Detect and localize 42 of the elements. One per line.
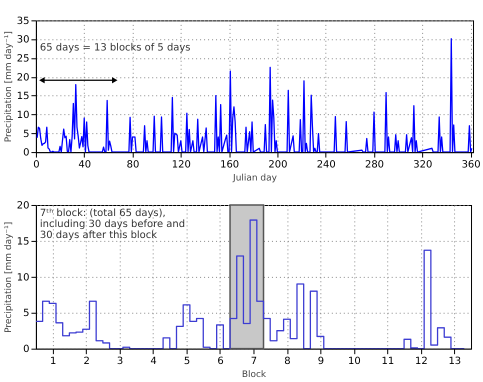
- x-tick-label: 200: [268, 160, 288, 171]
- x-tick-label: 11: [382, 356, 394, 368]
- y-axis-title: Precipitation [mm day⁻¹]: [4, 222, 14, 333]
- y-tick-label: 10: [16, 272, 30, 284]
- x-axis-title: Julian day: [232, 174, 278, 184]
- y-tick-label: 10: [16, 110, 30, 121]
- x-tick-label: 0: [33, 160, 40, 171]
- x-tick-label: 6: [217, 356, 224, 368]
- y-axis-title: Precipitation [mm day⁻¹]: [4, 31, 14, 142]
- y-tick-label: 35: [16, 16, 30, 27]
- x-tick-label: 13: [448, 356, 462, 368]
- annotation: 7ᵗʰ block: (total 65 days), including 30 days before and 30 days after this block: [40, 208, 186, 241]
- x-tick-label: 1: [50, 356, 56, 368]
- x-tick-label: 9: [318, 356, 324, 368]
- x-tick-label: 80: [126, 160, 140, 171]
- y-tick-label: 15: [16, 91, 30, 102]
- x-tick-label: 5: [184, 356, 190, 368]
- annotation: 65 days = 13 blocks of 5 days: [40, 42, 190, 54]
- x-tick-label: 7: [250, 356, 258, 368]
- y-tick-label: 15: [16, 236, 30, 248]
- x-tick-label: 320: [413, 160, 432, 171]
- x-tick-label: 240: [316, 160, 336, 171]
- y-tick-label: 0: [23, 344, 30, 356]
- y-tick-label: 20: [16, 200, 30, 212]
- y-tick-label: 20: [16, 72, 30, 84]
- x-tick-label: 10: [348, 356, 361, 368]
- x-tick-label: 2: [83, 356, 90, 368]
- y-tick-label: 5: [23, 128, 30, 140]
- x-axis-title: Block: [242, 370, 267, 380]
- y-tick-label: 25: [16, 53, 30, 64]
- x-tick-label: 8: [284, 356, 291, 368]
- y-tick-label: 5: [23, 308, 30, 320]
- x-tick-label: 40: [78, 160, 92, 171]
- x-tick-label: 120: [172, 160, 191, 171]
- y-tick-label: 30: [16, 34, 30, 46]
- y-tick-label: 0: [23, 148, 30, 159]
- x-tick-label: 360: [462, 160, 481, 171]
- x-tick-label: 4: [150, 356, 157, 368]
- x-tick-label: 12: [414, 356, 428, 368]
- x-tick-label: 3: [116, 356, 124, 368]
- x-tick-label: 280: [364, 160, 384, 171]
- x-tick-label: 160: [220, 160, 240, 171]
